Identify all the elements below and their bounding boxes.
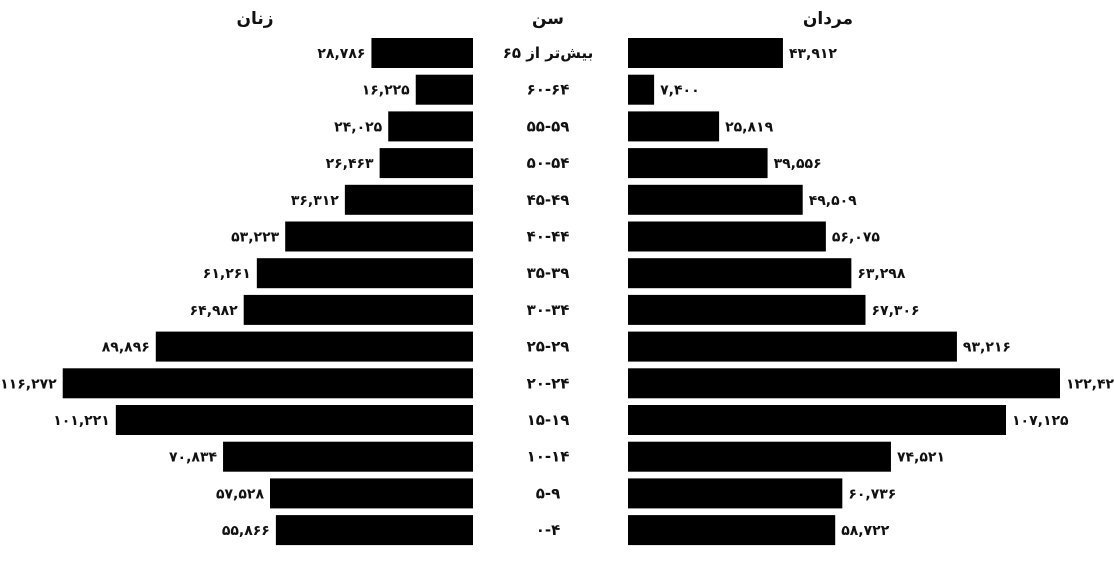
age-group-label: ۰-۴ [536,521,561,539]
women-value-label: ۶۴,۹۸۲ [190,303,238,319]
men-bar [628,74,655,105]
age-group-label: ۱۰-۱۴ [527,448,570,466]
women-value-label: ۱۱۶,۲۷۲ [0,376,57,392]
women-value-label: ۵۵,۸۶۶ [222,523,270,539]
women-bar [62,368,473,399]
women-bar [115,405,473,435]
age-group-label: ۶۰-۶۴ [527,81,570,99]
women-bar [270,478,473,509]
men-value-label: ۳۹,۵۵۶ [774,156,822,172]
men-bar [628,148,768,179]
men-value-label: ۲۵,۸۱۹ [725,119,773,135]
women-bar [275,515,473,546]
men-value-label: ۶۷,۳۰۶ [872,303,920,319]
men-bar [628,405,1007,435]
men-value-label: ۷۴,۵۲۱ [897,450,945,466]
women-value-label: ۸۹,۸۹۶ [102,340,150,356]
men-bar [628,478,843,509]
women-value-label: ۲۶,۴۶۳ [326,156,374,172]
women-value-label: ۵۳,۲۲۳ [231,230,279,246]
age-group-label: ۵۰-۵۴ [527,154,570,172]
age-header: سن [532,9,564,29]
men-bar [628,294,866,325]
men-bar [628,111,720,142]
men-value-label: ۱۰۷,۱۲۵ [1012,413,1069,429]
men-value-label: ۶۳,۲۹۸ [857,266,905,282]
women-bar [256,258,473,289]
women-bar [388,111,473,142]
women-bar [243,294,473,325]
women-bar [155,331,473,362]
men-header: مردان [803,9,853,29]
chart-rows: ۲۸,۷۸۶ بیش‌تر از ۶۵ ۴۳,۹۱۲ ۱۶,۲۲۵ ۶۰-۶۴ ۷,۴۰۰… [0,38,1114,546]
age-group-label: ۱۵-۱۹ [527,411,570,429]
men-value-label: ۴۳,۹۱۲ [789,46,837,62]
age-group-label: ۵-۹ [536,484,561,502]
women-value-label: ۱۰۱,۲۲۱ [53,413,110,429]
women-value-label: ۲۸,۷۸۶ [317,46,365,62]
women-bar [223,441,473,472]
age-group-label: ۳۵-۳۹ [527,264,570,282]
age-group-label: ۳۰-۳۴ [527,301,570,319]
women-bar [344,184,473,215]
women-bar [371,38,473,68]
women-value-label: ۱۶,۲۲۵ [362,83,410,99]
men-bar [628,368,1060,399]
age-group-label: ۴۵-۴۹ [527,191,570,209]
women-value-label: ۲۴,۰۲۵ [334,119,382,135]
men-bar [628,221,826,252]
men-value-label: ۹۳,۲۱۶ [963,340,1011,356]
age-group-label: ۴۰-۴۴ [527,228,570,246]
age-group-label: بیش‌تر از ۶۵ [503,44,593,62]
age-group-label: ۵۵-۵۹ [527,117,570,135]
men-value-label: ۵۶,۰۷۵ [832,230,880,246]
men-value-label: ۶۰,۷۳۶ [848,486,896,502]
men-bar [628,38,783,68]
women-bar [379,148,473,179]
women-value-label: ۳۶,۳۱۲ [291,193,339,209]
men-value-label: ۷,۴۰۰ [660,83,700,99]
men-bar [628,515,836,546]
women-header: زنان [236,9,273,29]
men-value-label: ۴۹,۵۰۹ [809,193,857,209]
age-group-label: ۲۵-۲۹ [527,338,570,356]
women-bar [285,221,473,252]
men-bar [628,258,852,289]
women-value-label: ۵۷,۵۲۸ [216,486,264,502]
women-value-label: ۶۱,۲۶۱ [203,266,251,282]
men-bar [628,331,957,362]
women-bar [415,74,473,105]
men-bar [628,441,891,472]
age-group-label: ۲۰-۲۴ [527,374,570,392]
men-value-label: ۱۲۲,۴۲۶ [1066,376,1114,392]
women-value-label: ۷۰,۸۳۴ [169,450,217,466]
men-bar [628,184,803,215]
men-value-label: ۵۸,۷۲۲ [841,523,889,539]
